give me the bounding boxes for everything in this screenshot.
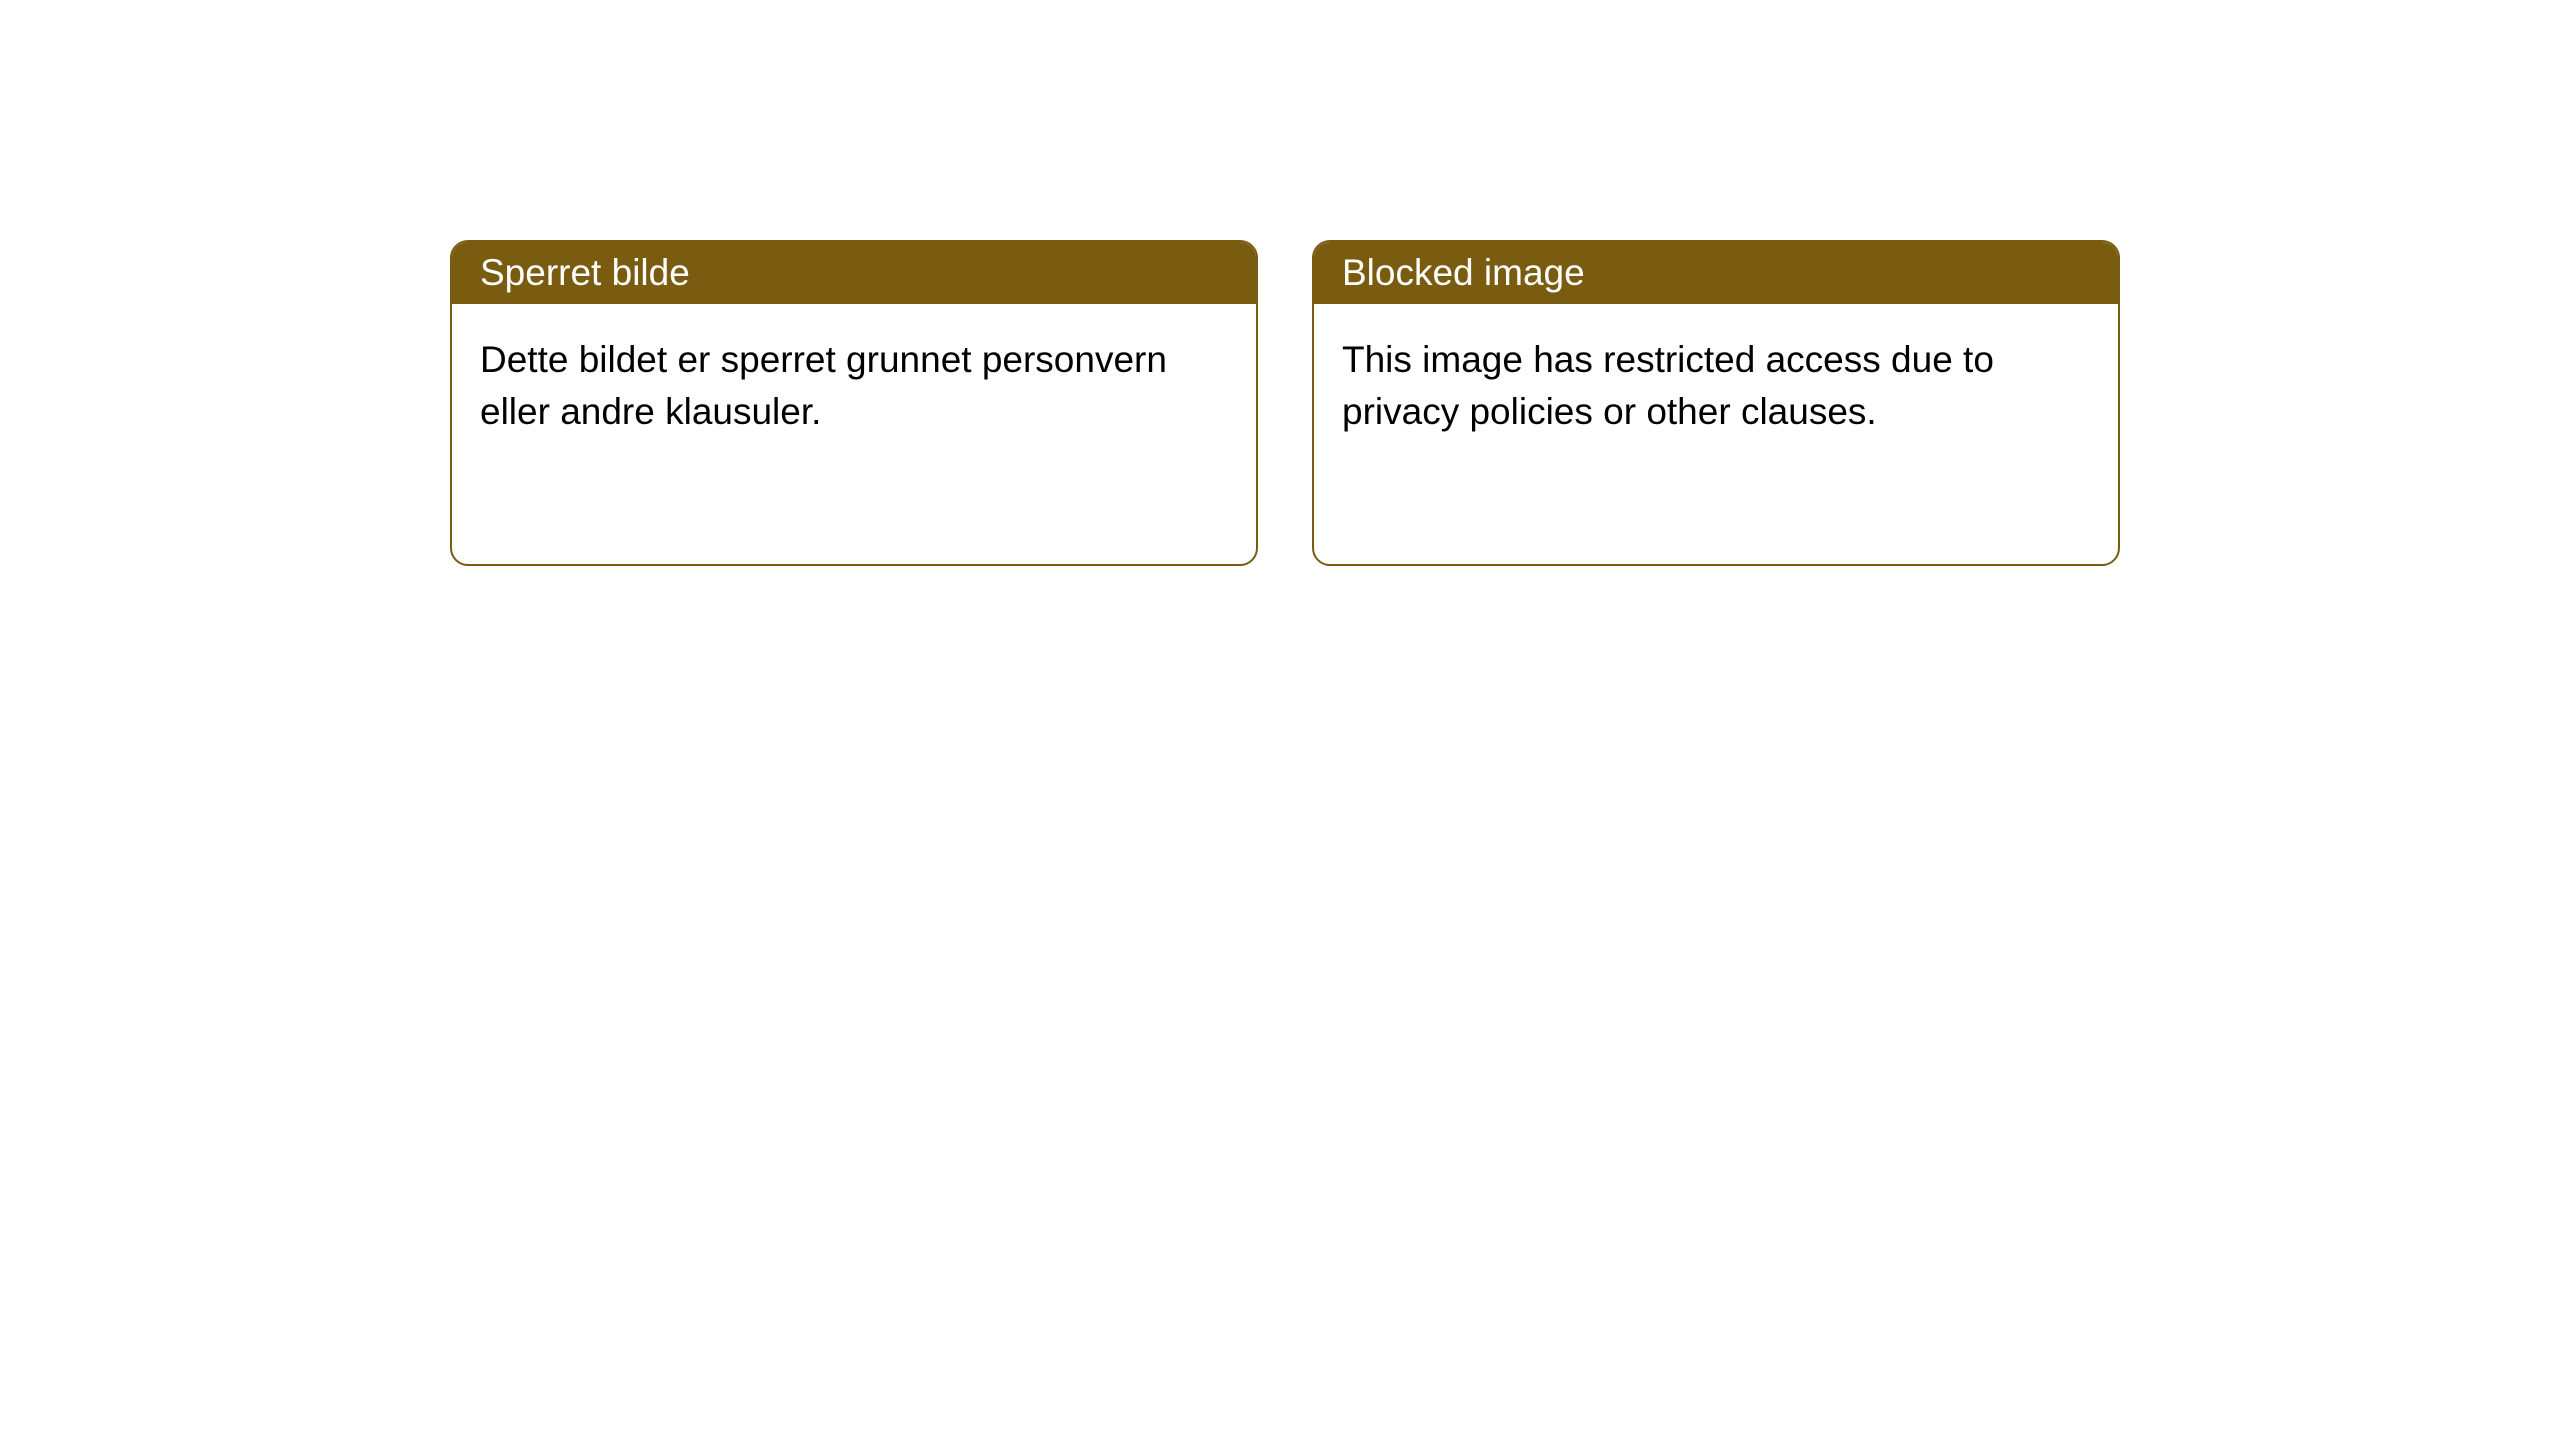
notice-title-text: Blocked image	[1342, 252, 1585, 293]
notice-card-english: Blocked image This image has restricted …	[1312, 240, 2120, 566]
notice-body: This image has restricted access due to …	[1314, 304, 2118, 564]
notice-title-text: Sperret bilde	[480, 252, 690, 293]
notice-body-text: Dette bildet er sperret grunnet personve…	[480, 339, 1167, 432]
notice-title: Blocked image	[1314, 242, 2118, 304]
notice-body-text: This image has restricted access due to …	[1342, 339, 1994, 432]
notice-title: Sperret bilde	[452, 242, 1256, 304]
notice-container: Sperret bilde Dette bildet er sperret gr…	[0, 0, 2560, 566]
notice-card-norwegian: Sperret bilde Dette bildet er sperret gr…	[450, 240, 1258, 566]
notice-body: Dette bildet er sperret grunnet personve…	[452, 304, 1256, 564]
